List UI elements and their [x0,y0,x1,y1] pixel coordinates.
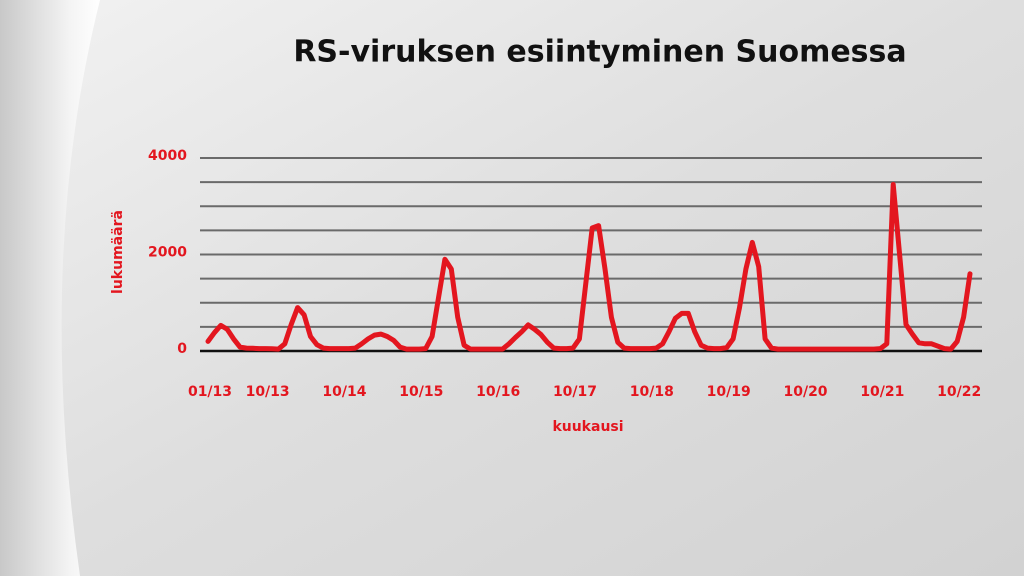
background-swoosh [0,0,100,576]
x-tick-label: 10/16 [476,384,520,400]
x-tick-label: 10/15 [399,384,443,400]
x-tick-label: 01/13 [188,384,232,400]
y-tick-label: 2000 [148,245,187,261]
y-tick-label: 4000 [148,148,187,164]
x-tick-label: 10/19 [707,384,751,400]
y-axis-label: lukumäärä [110,210,126,294]
data-line [205,182,973,352]
x-tick-label: 10/20 [783,384,827,400]
x-axis-label: kuukausi [552,419,623,435]
x-tick-label: 10/17 [553,384,597,400]
x-tick-label: 10/22 [937,384,981,400]
y-tick-label: 0 [177,341,187,357]
x-tick-label: 10/21 [860,384,904,400]
x-tick-label: 10/14 [322,384,366,400]
chart-title: RS-viruksen esiintyminen Suomessa [293,35,906,70]
x-tick-label: 10/13 [246,384,290,400]
x-tick-label: 10/18 [630,384,674,400]
